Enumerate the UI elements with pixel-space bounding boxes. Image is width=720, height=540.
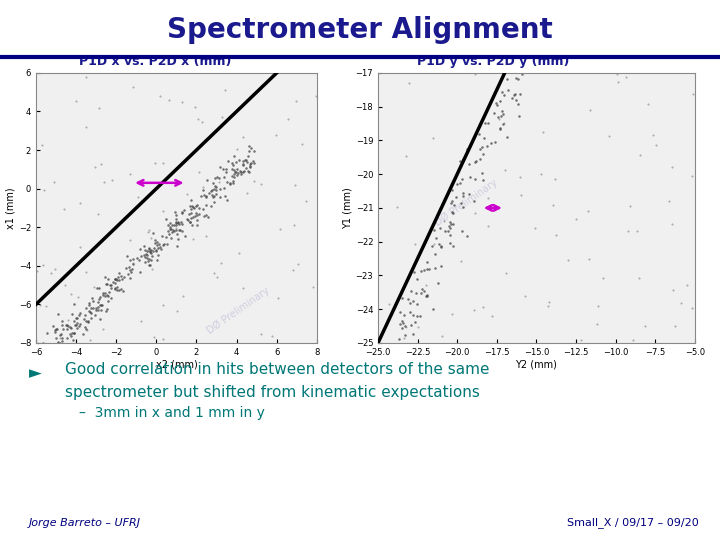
Text: DØ Preliminary: DØ Preliminary [205,285,271,336]
Text: Jorge Barreto – UFRJ: Jorge Barreto – UFRJ [29,518,141,528]
Text: Spectrometer Alignment: Spectrometer Alignment [167,16,553,44]
Text: –  3mm in x and 1 mm in y: – 3mm in x and 1 mm in y [79,406,265,420]
Y-axis label: x1 (mm): x1 (mm) [6,187,16,229]
Text: P1D y vs. P2D y (mm): P1D y vs. P2D y (mm) [417,55,570,68]
Text: ►: ► [29,364,42,382]
Text: P1D x vs. P2D x (mm): P1D x vs. P2D x (mm) [78,55,231,68]
Text: Small_X / 09/17 – 09/20: Small_X / 09/17 – 09/20 [567,517,698,528]
Y-axis label: Y1 (mm): Y1 (mm) [343,187,353,229]
X-axis label: x2 (mm): x2 (mm) [156,360,197,369]
Text: Good correlation in hits between detectors of the same: Good correlation in hits between detecto… [65,362,490,377]
Text: DØ Preliminary: DØ Preliminary [433,177,500,228]
Text: spectrometer but shifted from kinematic expectations: spectrometer but shifted from kinematic … [65,385,480,400]
X-axis label: Y2 (mm): Y2 (mm) [516,360,557,369]
